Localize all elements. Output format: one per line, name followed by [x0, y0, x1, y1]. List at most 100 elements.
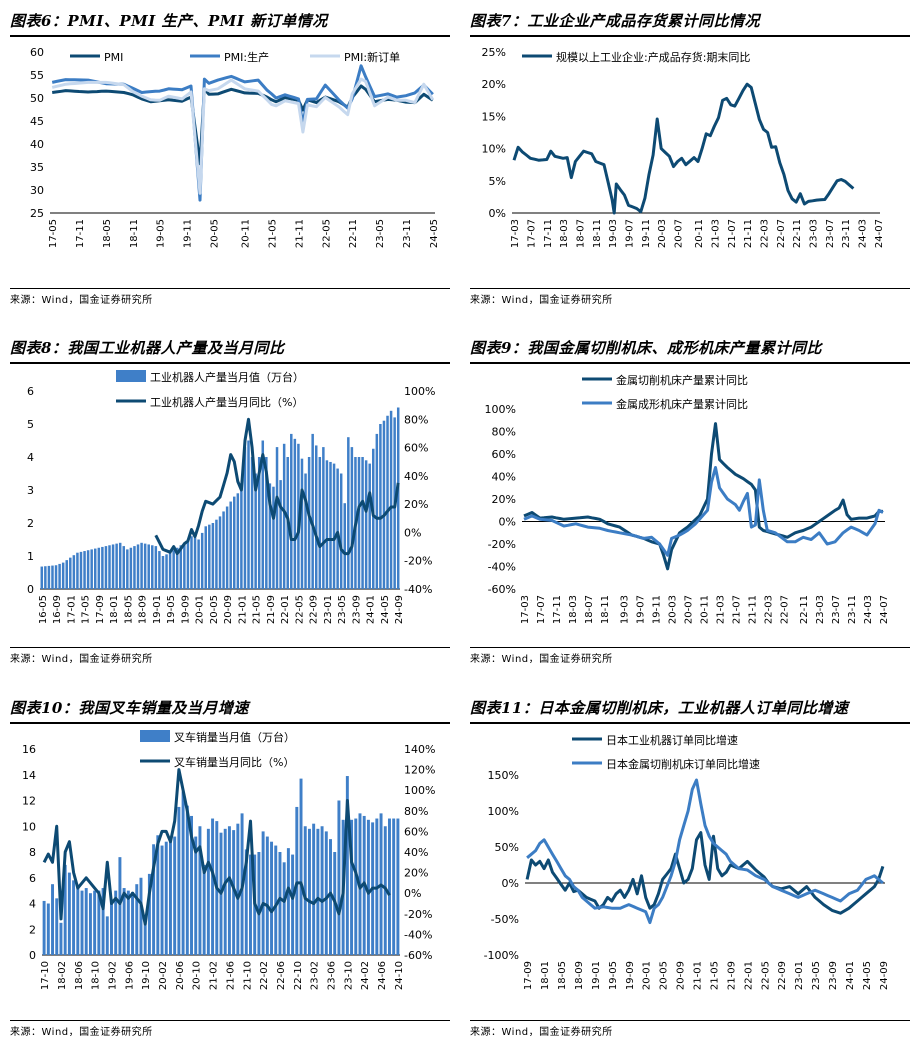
- bar: [247, 440, 250, 589]
- bar: [94, 548, 97, 589]
- x-tick-label: 20-06: [175, 961, 186, 990]
- bar: [372, 448, 375, 589]
- y-tick-label: 0: [27, 583, 34, 596]
- x-tick-label: 20-02: [158, 961, 169, 990]
- y-tick-label: 5: [27, 418, 34, 431]
- bar: [67, 872, 71, 955]
- bar: [243, 447, 247, 589]
- bar: [282, 862, 286, 955]
- y-tick-label: 40: [30, 138, 44, 151]
- y2-tick-label: -20%: [404, 555, 432, 568]
- y2-tick-label: 60%: [404, 825, 428, 838]
- bar: [179, 545, 183, 589]
- bar: [329, 461, 332, 589]
- y2-tick-label: 0%: [404, 887, 421, 900]
- bar: [270, 841, 274, 955]
- chart-title: 图表9：我国金属切削机床、成形机床产量累计同比: [470, 339, 822, 357]
- bar: [364, 460, 368, 589]
- bar: [151, 545, 154, 589]
- bar: [347, 437, 350, 589]
- y-tick-label: 0%: [502, 877, 519, 890]
- bar: [254, 473, 257, 589]
- bar: [232, 830, 236, 955]
- bar: [168, 839, 172, 955]
- y-tick-label: -20%: [488, 538, 516, 551]
- x-tick-label: 16-09: [52, 595, 63, 624]
- x-tick-label: 17-01: [66, 595, 77, 624]
- bar: [108, 545, 111, 589]
- x-tick-label: 18-07: [575, 219, 586, 248]
- x-tick-label: 23-03: [809, 219, 820, 248]
- bar: [279, 480, 282, 589]
- bar: [51, 565, 54, 589]
- bar: [110, 903, 113, 955]
- chart-robots: 0 1 2 3 4 5 6 -40% -20% 0% 20% 40% 60% 80% 100% 16-05 16…: [27, 370, 435, 624]
- chart-title: 图表11：日本金属切削机床，工业机器人订单同比增速: [470, 699, 849, 717]
- legend-label: 金属切削机床产量累计同比: [616, 373, 748, 387]
- x-tick-label: 19-02: [107, 961, 118, 990]
- y2-tick-label: 60%: [404, 442, 428, 455]
- x-tick-label: 23-06: [327, 961, 338, 990]
- x-tick-label: 22-11: [799, 595, 810, 624]
- x-tick-label: 22-03: [759, 219, 770, 248]
- legend-label: 叉车销量当月同比（%）: [174, 755, 294, 769]
- x-tick-label: 17-11: [543, 219, 554, 248]
- x-tick-label: 23-09: [351, 595, 362, 624]
- bar: [249, 854, 252, 955]
- x-tick-label: 21-09: [266, 595, 277, 624]
- x-tick-label: 24-01: [845, 961, 856, 990]
- legend-swatch: [116, 370, 146, 382]
- legend-label: 工业机器人产量当月值（万台）: [150, 370, 304, 384]
- x-tick-label: 20-05: [659, 961, 670, 990]
- y2-tick-label: 20%: [404, 867, 428, 880]
- x-tick-label: 21-05: [709, 961, 720, 990]
- x-tick-label: 20-05: [209, 219, 220, 248]
- y2-tick-label: 80%: [404, 413, 428, 426]
- x-tick-label: 22-03: [763, 595, 774, 624]
- bar: [154, 546, 158, 589]
- x-tick-label: 22-09: [309, 595, 320, 624]
- bar: [293, 438, 297, 589]
- x-tick-label: 17-03: [520, 595, 531, 624]
- bar: [329, 839, 332, 955]
- bar: [175, 547, 179, 589]
- bar: [257, 852, 261, 955]
- bar: [101, 546, 104, 589]
- y-tick-label: -60%: [488, 583, 516, 596]
- bar: [291, 854, 295, 955]
- legend-label: 金属成形机床产量累计同比: [616, 397, 748, 411]
- y-tick-label: 150%: [488, 769, 519, 782]
- x-tick-label: 23-10: [343, 961, 354, 990]
- bar: [190, 536, 193, 589]
- x-tick-label: 21-05: [268, 219, 279, 248]
- y2-tick-label: -20%: [404, 908, 432, 921]
- x-tick-label: 22-10: [293, 961, 304, 990]
- bar: [51, 884, 55, 955]
- bar: [275, 447, 279, 589]
- bar: [136, 544, 140, 589]
- panel-inventory: 图表7：工业企业产成品存货累计同比情况 0% 5% 10% 15% 20% 25% 17-0…: [470, 10, 910, 306]
- legend-label: 叉车销量当月值（万台）: [174, 730, 295, 744]
- y-tick-label: 6: [29, 872, 36, 885]
- chart-title: 图表7：工业企业产成品存货累计同比情况: [470, 12, 760, 30]
- bar: [197, 539, 200, 589]
- x-tick-label: 23-03: [815, 595, 826, 624]
- y2-tick-label: 140%: [404, 743, 435, 756]
- x-tick-label: 19-05: [156, 219, 167, 248]
- bar: [208, 524, 211, 589]
- bar: [325, 460, 329, 589]
- x-tick-label: 21-07: [727, 219, 738, 248]
- x-tick-label: 22-01: [280, 595, 291, 624]
- bar: [72, 880, 76, 955]
- x-tick-label: 24-09: [879, 961, 890, 990]
- bar: [129, 547, 133, 589]
- bar: [215, 519, 218, 589]
- x-tick-label: 24-05: [380, 595, 391, 624]
- legend-label: PMI:生产: [224, 50, 269, 64]
- x-tick-label: 18-05: [557, 961, 568, 990]
- x-tick-label: 17-11: [552, 595, 563, 624]
- bar: [93, 890, 97, 955]
- x-tick-label: 24-10: [394, 961, 405, 990]
- x-tick-label: 23-02: [310, 961, 321, 990]
- bar: [84, 888, 88, 955]
